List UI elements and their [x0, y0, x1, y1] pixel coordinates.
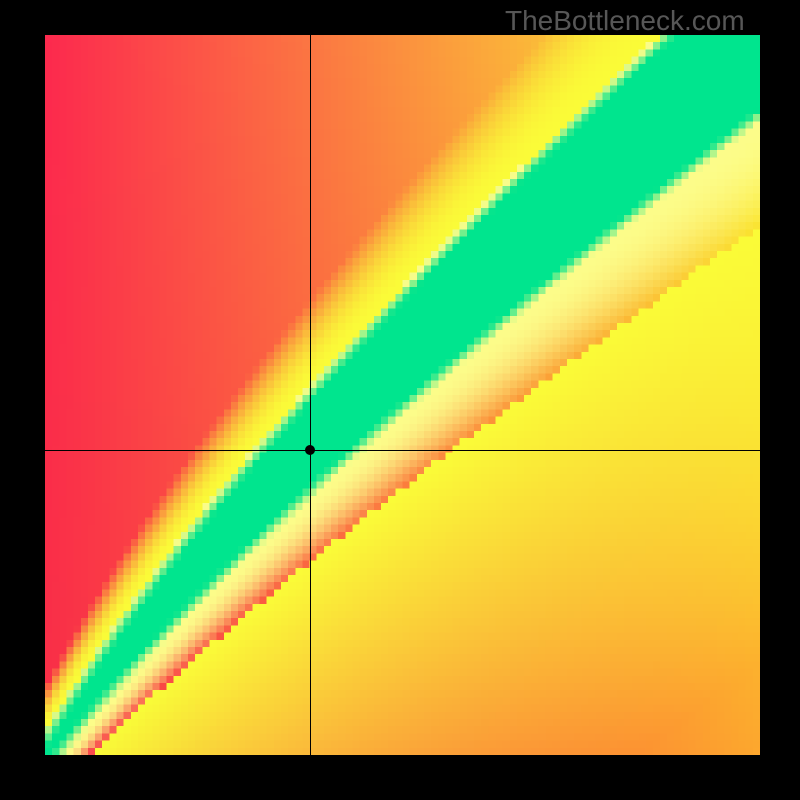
crosshair-vertical — [310, 35, 311, 755]
chart-container: TheBottleneck.com — [0, 0, 800, 800]
crosshair-horizontal — [45, 450, 760, 451]
bottleneck-heatmap — [45, 35, 760, 755]
watermark-text: TheBottleneck.com — [505, 5, 745, 37]
crosshair-marker — [305, 445, 315, 455]
